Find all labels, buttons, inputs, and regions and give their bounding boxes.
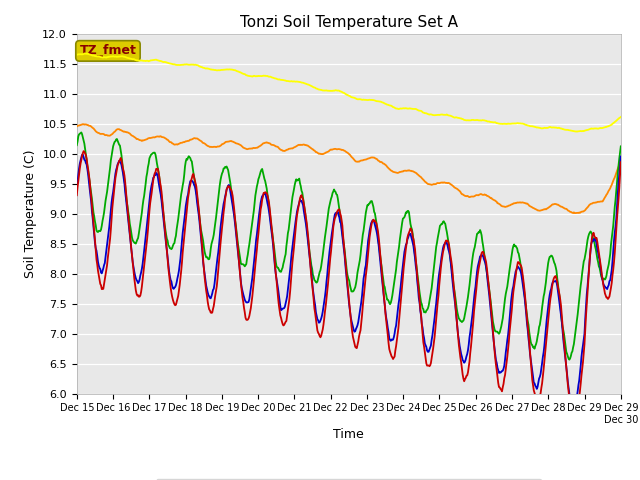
Title: Tonzi Soil Temperature Set A: Tonzi Soil Temperature Set A [240,15,458,30]
Text: TZ_fmet: TZ_fmet [79,44,136,58]
X-axis label: Time: Time [333,428,364,441]
Legend: 2cm, 4cm, 8cm, 16cm, 32cm: 2cm, 4cm, 8cm, 16cm, 32cm [156,479,541,480]
Y-axis label: Soil Temperature (C): Soil Temperature (C) [24,149,36,278]
